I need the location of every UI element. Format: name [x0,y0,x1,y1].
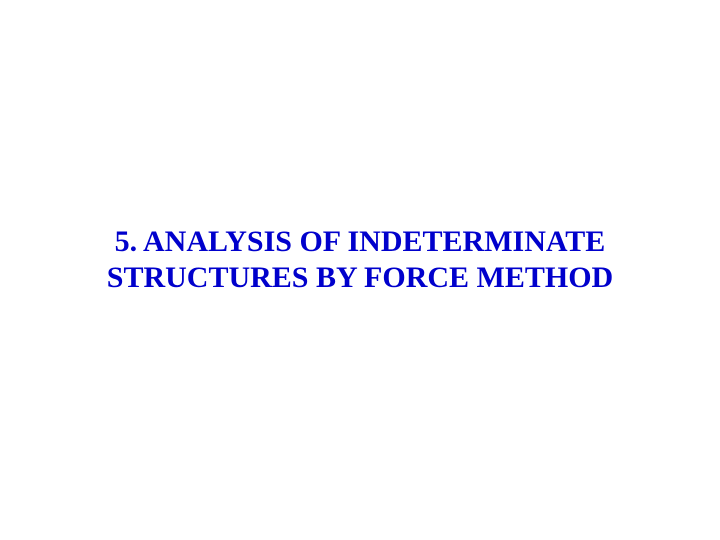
slide-title: 5. ANALYSIS OF INDETERMINATE STRUCTURES … [107,224,613,296]
title-line-2: STRUCTURES BY FORCE METHOD [107,260,613,296]
slide-container: 5. ANALYSIS OF INDETERMINATE STRUCTURES … [0,0,720,540]
title-line-1: 5. ANALYSIS OF INDETERMINATE [107,224,613,260]
